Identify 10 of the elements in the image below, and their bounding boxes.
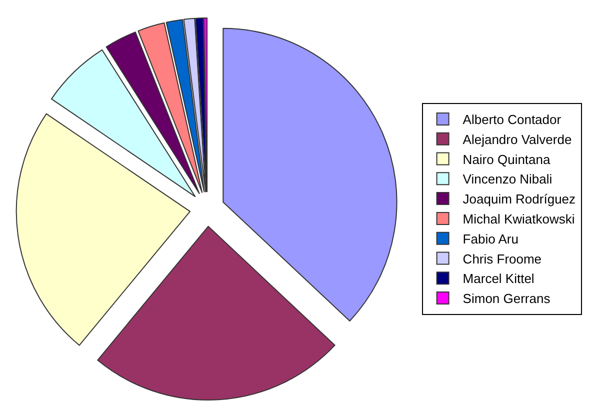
legend-label: Marcel Kittel [462, 271, 534, 286]
legend-label: Michal Kwiatkowski [462, 212, 575, 227]
legend-label: Chris Froome [462, 251, 542, 266]
legend-label: Vincenzo Nibali [462, 172, 552, 187]
legend-label: Alberto Contador [462, 112, 562, 128]
legend-label: Simon Gerrans [462, 291, 551, 306]
legend-label: Fabio Aru [462, 231, 518, 246]
legend-label: Nairo Quintana [462, 152, 552, 167]
legend-label: Alejandro Valverde [462, 132, 572, 147]
legend-label: Joaquim Rodríguez [462, 192, 576, 207]
